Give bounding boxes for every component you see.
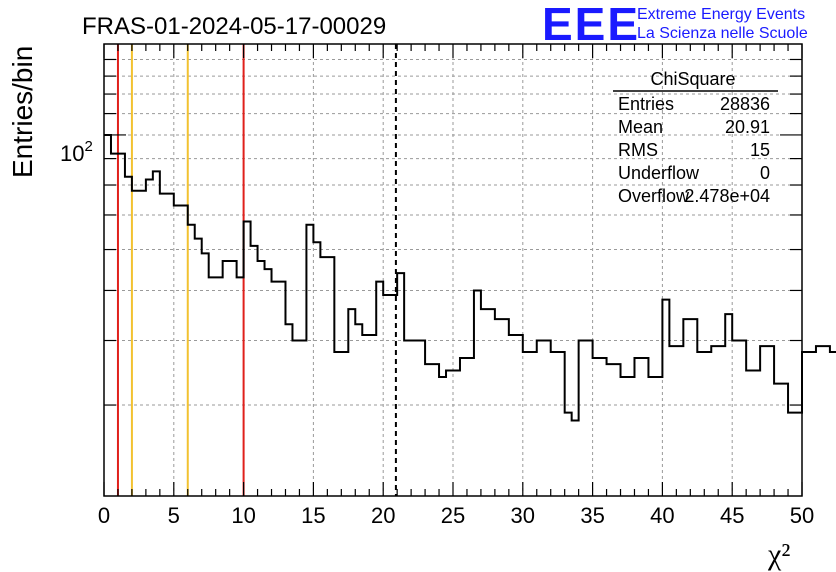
x-tick-label: 5 <box>168 503 180 528</box>
eee-logo: EEE <box>542 0 640 50</box>
stats-value-entries: 28836 <box>720 94 770 114</box>
plot-frame <box>103 43 803 497</box>
x-tick-label: 45 <box>720 503 744 528</box>
run-id-title: FRAS-01-2024-05-17-00029 <box>82 13 386 40</box>
y-tick-base: 10 <box>60 141 84 166</box>
x-tick-label: 50 <box>790 503 814 528</box>
x-axis-label: χ² <box>767 538 790 571</box>
x-tick-label: 15 <box>301 503 325 528</box>
stats-box: ChiSquare Entries 28836 Mean 20.91 RMS 1… <box>613 69 778 206</box>
stats-title: ChiSquare <box>650 69 735 89</box>
stats-value-underflow: 0 <box>760 163 770 183</box>
grid-lines <box>104 44 802 496</box>
reference-lines <box>116 44 397 496</box>
x-tick-labels: 0 5 10 15 20 25 30 35 40 45 50 <box>98 503 814 528</box>
stats-label-overflow: Overflow <box>618 186 690 206</box>
histogram-step-line <box>104 133 836 422</box>
stats-value-rms: 15 <box>750 140 770 160</box>
stats-label-entries: Entries <box>618 94 674 114</box>
x-tick-label: 10 <box>231 503 255 528</box>
stats-label-underflow: Underflow <box>618 163 700 183</box>
org-name-line1: Extreme Energy Events <box>637 6 805 23</box>
y-axis-label: Entries/bin <box>7 46 38 178</box>
y-tick-exponent: 2 <box>84 138 92 155</box>
x-tick-label: 40 <box>650 503 674 528</box>
x-tick-label: 25 <box>441 503 465 528</box>
stats-value-overflow: 2.478e+04 <box>684 186 770 206</box>
stats-label-mean: Mean <box>618 117 663 137</box>
histogram-series <box>104 133 836 422</box>
y-tick-label-100: 102 <box>60 138 93 166</box>
x-tick-label: 20 <box>371 503 395 528</box>
x-tick-label: 35 <box>580 503 604 528</box>
x-tick-label: 30 <box>511 503 535 528</box>
x-tick-label: 0 <box>98 503 110 528</box>
stats-label-rms: RMS <box>618 140 658 160</box>
stats-value-mean: 20.91 <box>725 117 770 137</box>
org-name-line2: La Scienza nelle Scuole <box>637 25 808 42</box>
